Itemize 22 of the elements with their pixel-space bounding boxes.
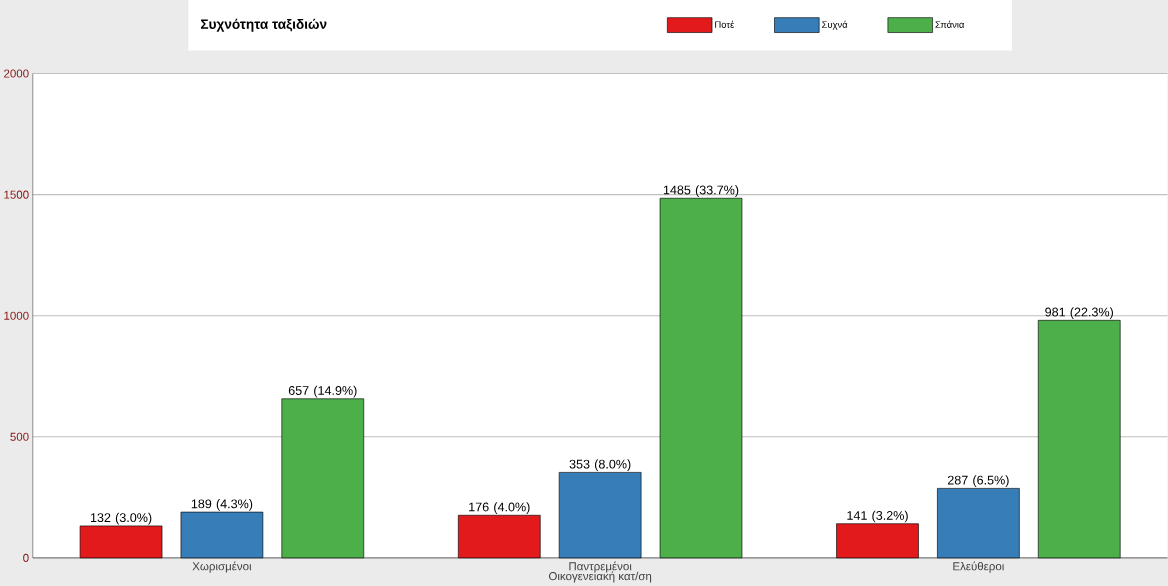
x-axis-title: Οικογενειακή κατ/ση: [548, 571, 652, 583]
x-tick-label: Ελεύθεροι: [953, 561, 1005, 573]
y-tick-label: 2000: [4, 69, 29, 78]
data-label: 981 (22.3%): [1045, 307, 1113, 319]
y-tick-label: 500: [10, 432, 29, 441]
data-label: 132 (3.0%): [90, 512, 152, 525]
chart-title: Συχνότητα ταξιδιών: [200, 18, 327, 32]
data-label: 657 (14.9%): [288, 385, 357, 398]
data-label: 287 (6.5%): [947, 475, 1009, 488]
x-tick-label: Χωρισμένοι: [192, 561, 252, 573]
y-tick-label: 1000: [4, 311, 29, 320]
legend-label: Συχνά: [822, 20, 848, 30]
data-label: 353 (8.0%): [569, 459, 631, 472]
legend-label: Ποτέ: [715, 20, 735, 28]
y-tick-label: 0: [23, 553, 29, 562]
data-label: 176 (4.0%): [469, 502, 530, 514]
data-label: 141 (3.2%): [847, 510, 908, 523]
data-label: 189 (4.3%): [191, 499, 253, 511]
legend-label: Σπάνια: [935, 20, 965, 28]
x-tick-label: Παντρεμένοι: [569, 561, 632, 573]
y-tick-label: 1500: [4, 190, 29, 199]
data-label: 1485 (33.7%): [663, 185, 739, 197]
